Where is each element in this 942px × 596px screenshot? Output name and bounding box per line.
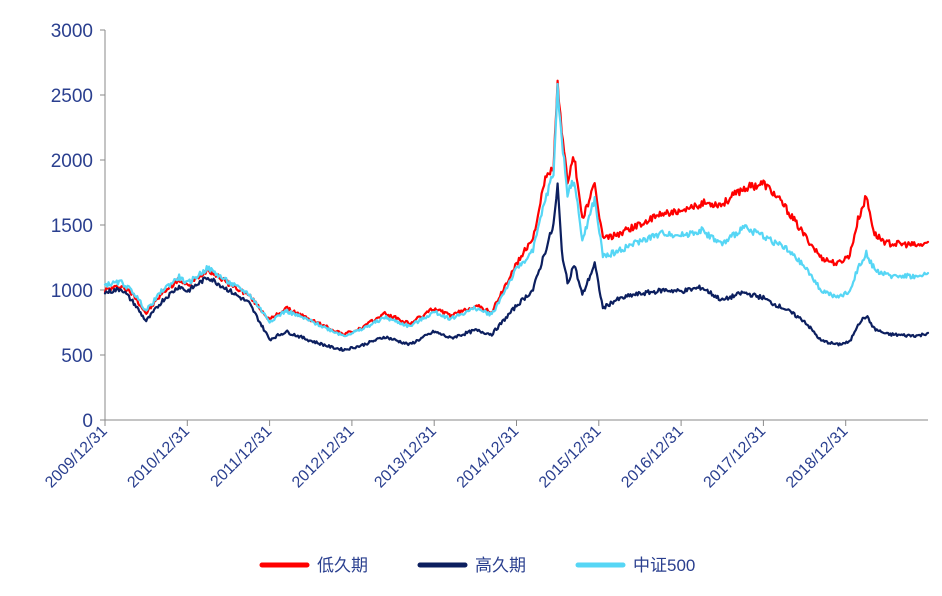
series-line-0	[103, 79, 930, 337]
y-tick-label: 1500	[51, 216, 93, 237]
y-tick-label: 3000	[51, 21, 93, 42]
series-line-1	[103, 182, 930, 352]
x-tick-label: 2017/12/31	[701, 423, 770, 492]
series-lines	[103, 79, 930, 352]
x-tick-label: 2012/12/31	[289, 423, 358, 492]
x-tick-label: 2016/12/31	[618, 423, 687, 492]
x-tick-label: 2010/12/31	[124, 423, 193, 492]
legend-label-0: 低久期	[317, 556, 368, 575]
y-tick-label: 0	[82, 411, 93, 432]
x-tick-label: 2014/12/31	[454, 423, 523, 492]
y-tick-label: 2500	[51, 86, 93, 107]
series-line-2	[103, 82, 930, 338]
legend-label-1: 高久期	[475, 556, 526, 575]
x-tick-label: 2011/12/31	[208, 423, 276, 491]
y-tick-label: 1000	[51, 281, 93, 302]
legend: 低久期 高久期 中证500	[259, 556, 695, 575]
y-tick-label: 500	[61, 346, 93, 367]
x-tick-label: 2009/12/31	[42, 423, 111, 492]
legend-label-2: 中证500	[633, 556, 695, 575]
x-tick-label: 2015/12/31	[536, 423, 605, 492]
x-tick-label: 2018/12/31	[783, 423, 852, 492]
y-tick-label: 2000	[51, 151, 93, 172]
x-tick-label: 2013/12/31	[371, 423, 440, 492]
